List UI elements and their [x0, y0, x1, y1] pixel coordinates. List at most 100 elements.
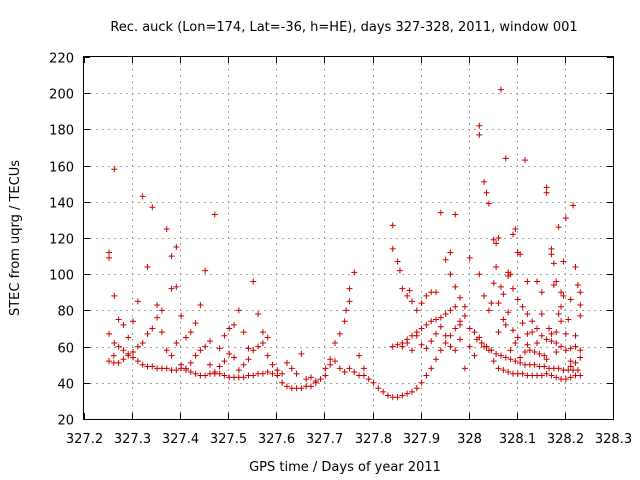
data-point	[221, 358, 228, 365]
data-point	[139, 339, 146, 346]
data-point	[471, 352, 478, 359]
data-point	[481, 292, 488, 299]
data-point	[457, 294, 464, 301]
data-point	[130, 349, 137, 356]
data-point	[394, 341, 401, 348]
data-point	[509, 327, 516, 334]
data-point	[163, 225, 170, 232]
data-point	[408, 388, 415, 395]
x-tick-label: 327.5	[210, 432, 247, 447]
data-point	[517, 251, 524, 258]
data-point	[493, 350, 500, 357]
data-point	[418, 379, 425, 386]
data-point	[524, 311, 531, 318]
data-point	[307, 383, 314, 390]
data-point	[442, 339, 449, 346]
data-point	[471, 329, 478, 336]
data-point	[111, 339, 118, 346]
x-axis-ticks: 327.2 327.3 327.4 327.5 327.6 327.7 327.8 327.9…	[66, 57, 632, 447]
data-point	[216, 363, 223, 370]
y-tick-label: 140	[49, 197, 74, 212]
data-point	[336, 365, 343, 372]
data-point	[543, 336, 550, 343]
data-point	[269, 370, 276, 377]
data-point	[572, 332, 579, 339]
data-point	[502, 354, 509, 361]
data-point	[240, 361, 247, 368]
data-point	[192, 370, 199, 377]
data-point	[567, 345, 574, 352]
data-point	[461, 312, 468, 319]
data-point	[473, 336, 480, 343]
data-point	[490, 236, 497, 243]
data-point	[279, 379, 286, 386]
data-point	[130, 318, 137, 325]
data-point	[577, 289, 584, 296]
data-point	[550, 282, 557, 289]
data-point	[447, 307, 454, 314]
data-point	[567, 358, 574, 365]
data-point	[106, 358, 113, 365]
data-point	[519, 303, 526, 310]
data-point	[555, 365, 562, 372]
data-point	[206, 338, 213, 345]
data-point	[490, 280, 497, 287]
data-point	[555, 224, 562, 231]
data-point	[110, 352, 117, 359]
data-point	[418, 341, 425, 348]
data-point	[404, 292, 411, 299]
data-point	[558, 318, 565, 325]
data-point	[303, 376, 310, 383]
data-point	[497, 352, 504, 359]
data-point	[423, 321, 430, 328]
data-point	[168, 352, 175, 359]
data-point	[466, 325, 473, 332]
data-point	[346, 365, 353, 372]
data-point	[408, 298, 415, 305]
data-point	[173, 283, 180, 290]
data-point	[259, 370, 266, 377]
data-point	[216, 370, 223, 377]
data-point	[512, 339, 519, 346]
data-point	[495, 235, 502, 241]
data-point	[235, 307, 242, 314]
data-point	[149, 325, 156, 332]
data-point	[187, 359, 194, 366]
data-point	[543, 370, 550, 377]
data-point	[211, 211, 218, 218]
y-tick-label: 100	[49, 269, 74, 284]
data-point	[327, 356, 334, 363]
data-point	[346, 285, 353, 292]
data-point	[298, 350, 305, 357]
data-point	[428, 338, 435, 345]
x-tick-label: 327.3	[114, 432, 151, 447]
data-point	[548, 251, 555, 258]
y-axis-label: STEC from uqrg / TECUs	[8, 160, 23, 316]
data-point	[488, 347, 495, 354]
data-point	[231, 321, 238, 328]
data-point	[558, 289, 565, 296]
data-point	[548, 330, 555, 337]
data-point	[507, 356, 514, 363]
data-point	[452, 303, 459, 310]
data-point	[187, 368, 194, 375]
data-point	[182, 334, 189, 341]
data-point	[404, 339, 411, 346]
data-point	[543, 356, 550, 363]
data-point	[182, 365, 189, 372]
data-point	[476, 271, 483, 278]
data-point	[312, 377, 319, 384]
data-point	[259, 339, 266, 346]
data-point	[452, 325, 459, 332]
x-tick-label: 327.7	[306, 432, 343, 447]
data-point	[187, 329, 194, 336]
data-point	[144, 330, 151, 337]
data-point	[360, 365, 367, 372]
data-point	[413, 332, 420, 339]
data-point	[538, 332, 545, 339]
x-tick-label: 327.4	[162, 432, 199, 447]
data-point	[452, 347, 459, 354]
data-point	[505, 368, 512, 375]
